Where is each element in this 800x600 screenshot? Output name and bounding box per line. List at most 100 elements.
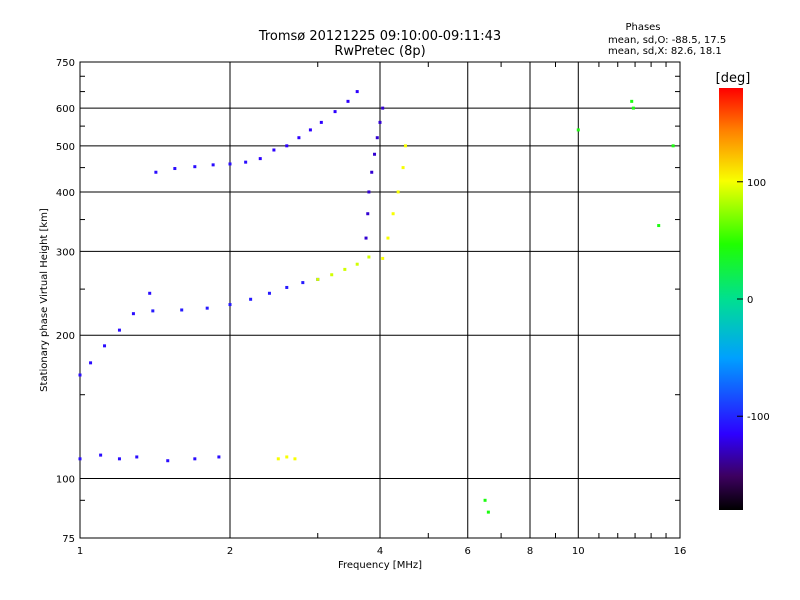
data-points: [78, 90, 675, 514]
data-point: [403, 144, 407, 148]
y-tick-label: 500: [56, 142, 75, 153]
data-point: [355, 90, 359, 94]
grid-layer: [80, 62, 680, 538]
x-tick-label: 1: [77, 546, 83, 557]
data-point: [301, 281, 305, 285]
data-point: [316, 277, 320, 281]
colorbar-tick-label: 100: [747, 178, 766, 189]
data-point: [285, 455, 289, 459]
data-point: [151, 309, 155, 313]
data-point: [258, 157, 262, 161]
x-tick-label: 16: [674, 546, 687, 557]
chart-title: Tromsø 20121225 09:10:00-09:11:43: [258, 29, 501, 44]
data-point: [378, 120, 382, 124]
data-point: [386, 236, 390, 240]
chart-subtitle: RwPretec (8p): [334, 44, 425, 59]
data-point: [364, 236, 368, 240]
colorbar-label: [deg]: [716, 71, 751, 86]
data-point: [346, 99, 350, 103]
y-tick-label: 100: [56, 475, 75, 486]
x-tick-label: 10: [572, 546, 585, 557]
data-point: [117, 457, 121, 461]
data-point: [483, 498, 487, 502]
x-tick-label: 2: [227, 546, 233, 557]
data-point: [211, 163, 215, 167]
data-point: [148, 291, 152, 295]
data-point: [373, 152, 377, 156]
colorbar-tick-label: 0: [747, 295, 753, 306]
data-point: [89, 361, 93, 365]
y-tick-label: 300: [56, 247, 75, 258]
data-point: [285, 144, 289, 148]
data-point: [205, 306, 209, 310]
data-point: [367, 190, 371, 194]
data-point: [401, 166, 405, 170]
phase-stats-header: Phases: [625, 22, 660, 33]
data-point: [78, 373, 82, 377]
x-axis-ticks: 1 2 4 6 8 10 16: [77, 62, 687, 557]
y-tick-label: 400: [56, 188, 75, 199]
x-tick-label: 4: [377, 546, 383, 557]
colorbar-ticks: -100 0 100: [737, 178, 770, 423]
data-point: [117, 328, 121, 332]
data-point: [285, 285, 289, 289]
x-axis-label: Frequency [MHz]: [338, 560, 422, 571]
data-point: [228, 162, 232, 166]
data-point: [308, 128, 312, 132]
plot-area: 1 2 4 6 8 10 16 75 100 200 300 400 500 600 750: [56, 58, 686, 557]
data-point: [330, 273, 334, 277]
y-tick-label: 750: [56, 58, 75, 69]
data-point: [657, 224, 661, 228]
data-point: [135, 455, 139, 459]
data-point: [671, 144, 675, 148]
colorbar: [deg] -100 0 100: [716, 71, 770, 510]
data-point: [319, 120, 323, 124]
data-point: [78, 457, 82, 461]
data-point: [343, 267, 347, 271]
data-point: [180, 308, 184, 312]
phase-stats-o: mean, sd,O: -88.5, 17.5: [608, 35, 726, 46]
data-point: [630, 99, 634, 103]
data-point: [333, 110, 337, 114]
data-point: [297, 136, 301, 140]
data-point: [99, 453, 103, 457]
data-point: [173, 167, 177, 171]
y-tick-label: 75: [62, 534, 75, 545]
y-axis-ticks: 75 100 200 300 400 500 600 750: [56, 58, 680, 545]
data-point: [381, 256, 385, 260]
data-point: [576, 128, 580, 132]
x-tick-label: 8: [527, 546, 533, 557]
y-tick-label: 600: [56, 104, 75, 115]
data-point: [166, 459, 170, 463]
data-point: [486, 510, 490, 514]
data-point: [396, 190, 400, 194]
data-point: [272, 148, 276, 152]
data-point: [293, 457, 297, 461]
data-point: [355, 262, 359, 266]
data-point: [276, 457, 280, 461]
y-tick-label: 200: [56, 331, 75, 342]
data-point: [244, 160, 248, 164]
data-point: [367, 255, 371, 259]
data-point: [381, 106, 385, 110]
data-point: [228, 303, 232, 307]
data-point: [131, 312, 135, 316]
data-point: [267, 291, 271, 295]
data-point: [370, 170, 374, 174]
data-point: [154, 170, 158, 174]
data-point: [391, 212, 395, 216]
data-point: [249, 297, 253, 301]
data-point: [193, 165, 197, 169]
x-tick-label: 6: [465, 546, 471, 557]
data-point: [103, 344, 107, 348]
phase-stats-x: mean, sd,X: 82.6, 18.1: [608, 46, 722, 57]
data-point: [631, 106, 635, 110]
colorbar-tick-label: -100: [747, 412, 770, 423]
data-point: [217, 455, 221, 459]
data-point: [366, 212, 370, 216]
data-point: [193, 457, 197, 461]
y-axis-label: Stationary phase Virtual Height [km]: [39, 208, 50, 392]
data-point: [375, 136, 379, 140]
